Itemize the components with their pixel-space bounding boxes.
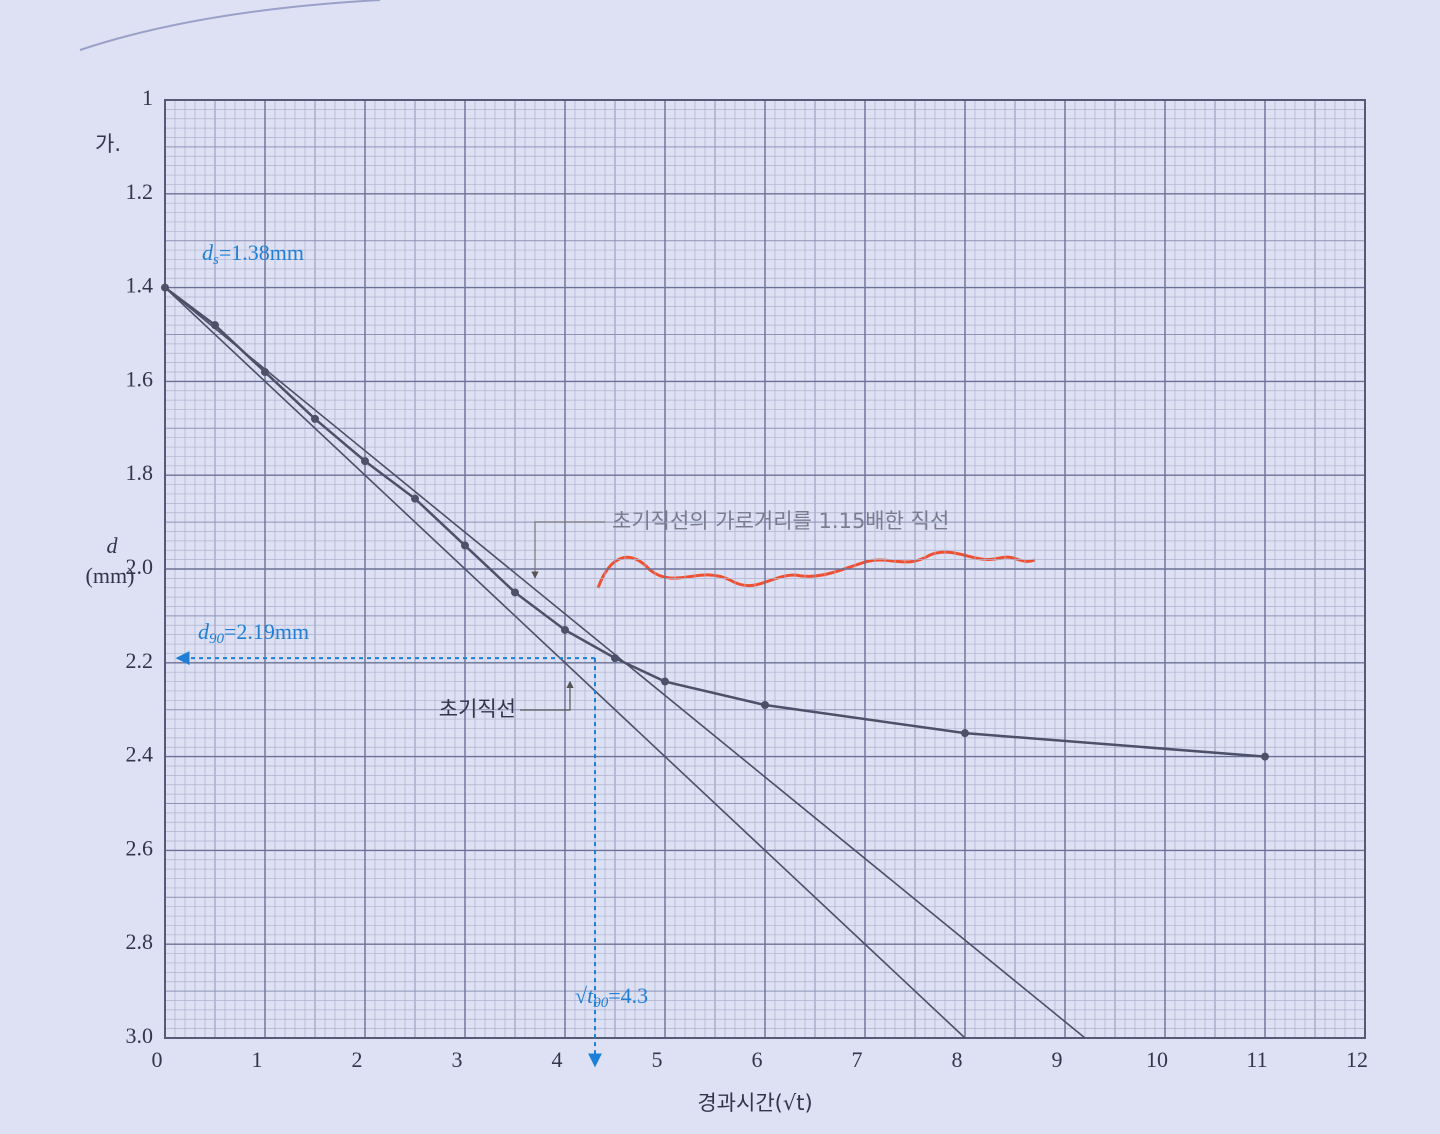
t90-label: √t90=4.3 <box>575 983 648 1011</box>
data-point <box>561 625 569 634</box>
data-point <box>761 701 769 710</box>
data-point <box>361 457 369 466</box>
figure-label: 가. <box>95 132 121 156</box>
t90-label-text: =4.3 <box>608 983 648 1008</box>
data-point <box>511 588 519 597</box>
x-axis-label: 경과시간(√t) <box>697 1091 812 1115</box>
data-line <box>164 286 1266 758</box>
reference-line-label: 초기직선의 가로거리를 1.15배한 직선 <box>612 509 949 533</box>
x-tick-label: 4 <box>552 1047 563 1072</box>
data-point <box>961 729 969 738</box>
d90-label-sub: 90 <box>209 632 225 648</box>
data-point <box>611 654 619 663</box>
ds-label: ds=1.38mm <box>202 240 304 268</box>
ds-label-symbol: d <box>202 240 214 265</box>
y-tick-label: 1.2 <box>126 179 154 204</box>
y-tick-label: 2.6 <box>126 835 154 860</box>
x-tick-label: 7 <box>852 1047 863 1072</box>
y-axis-symbol: d <box>107 533 119 558</box>
page-curl <box>79 0 381 51</box>
x-tick-label: 1 <box>252 1047 263 1072</box>
data-point <box>261 368 269 377</box>
y-tick-label: 3.0 <box>126 1023 154 1048</box>
y-tick-label: 2.2 <box>126 648 154 673</box>
y-tick-label: 1.4 <box>126 273 154 298</box>
y-axis-unit: (mm) <box>86 563 135 588</box>
data-point <box>661 677 669 686</box>
x-tick-label: 12 <box>1346 1047 1368 1072</box>
data-point <box>311 414 319 423</box>
y-tick-label: 2.4 <box>126 742 154 767</box>
hand-drawn-squiggle <box>596 550 1036 589</box>
data-point <box>211 321 219 330</box>
data-point <box>1261 752 1269 761</box>
x-tick-label: 11 <box>1246 1047 1267 1072</box>
y-tick-label: 2.8 <box>126 929 154 954</box>
x-tick-label: 0 <box>152 1047 163 1072</box>
reference-line-label: 초기직선 <box>439 697 516 721</box>
d90-label-text: =2.19mm <box>224 619 309 644</box>
y-tick-label: 1 <box>142 85 153 110</box>
t90-label-sub: 90 <box>593 995 609 1011</box>
reference-line <box>164 287 966 1039</box>
plot-frame <box>164 99 1366 1039</box>
y-tick-label: 1.8 <box>126 460 154 485</box>
data-point <box>461 541 469 550</box>
d90-label: d90=2.19mm <box>198 619 309 647</box>
leader-line <box>531 521 605 579</box>
data-point <box>161 283 169 292</box>
x-tick-label: 9 <box>1052 1047 1063 1072</box>
x-tick-label: 6 <box>752 1047 763 1072</box>
leader-line <box>520 680 574 711</box>
x-tick-label: 3 <box>452 1047 463 1072</box>
t90-label-symbol: √t <box>575 983 594 1008</box>
x-tick-label: 10 <box>1146 1047 1168 1072</box>
y-tick-label: 2.0 <box>126 554 154 579</box>
y-tick-label: 1.6 <box>126 366 154 391</box>
d90-label-symbol: d <box>198 619 210 644</box>
x-tick-label: 8 <box>952 1047 963 1072</box>
data-point <box>411 494 419 503</box>
ds-label-sub: s <box>213 252 219 268</box>
ds-label-text: =1.38mm <box>219 240 304 265</box>
x-tick-label: 2 <box>352 1047 363 1072</box>
x-tick-label: 5 <box>652 1047 663 1072</box>
